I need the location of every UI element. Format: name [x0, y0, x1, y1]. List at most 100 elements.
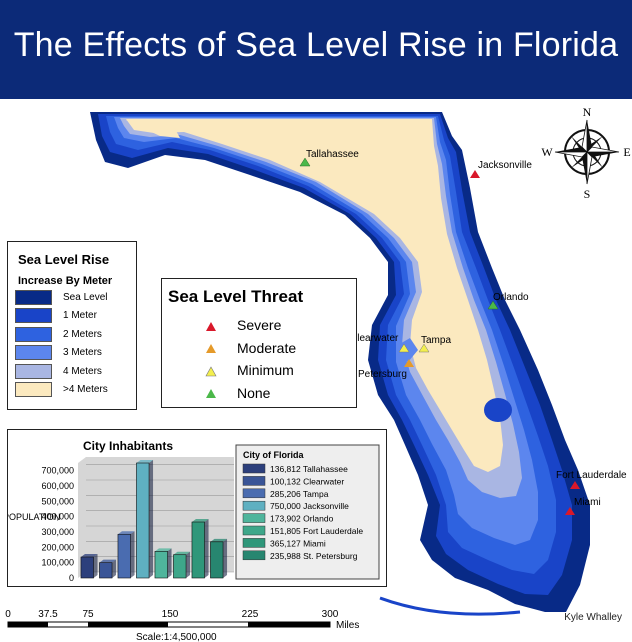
chart-bar-top — [80, 554, 98, 558]
chart-legend-swatch — [242, 476, 266, 486]
chart-ytick-label: 600,000 — [41, 481, 74, 491]
chart-bar — [191, 521, 205, 579]
chart-legend-swatch — [242, 525, 266, 536]
chart-ytick-label: 100,000 — [41, 558, 74, 568]
city-inhabitants-chart: City Inhabitants POPULATION 0 100,000 200,… — [7, 429, 387, 587]
chart-title: City Inhabitants — [83, 439, 173, 453]
chart-ytick-label: 300,000 — [41, 527, 74, 537]
scale-unit: Miles — [336, 620, 359, 631]
chart-legend-label: 235,988 St. Petersburg — [270, 551, 358, 561]
chart-ytick-label: 700,000 — [41, 466, 74, 476]
city-markers: Tallahassee Jacksonville Orlando Clearwa… — [299, 149, 627, 515]
scale-tick-5: 300 — [322, 609, 339, 620]
city-marker-jacksonville — [470, 170, 480, 178]
compass-n: N — [583, 105, 592, 119]
chart-ylabel: POPULATION — [8, 512, 60, 522]
chart-bar-side — [167, 548, 172, 578]
chart-legend-title: City of Florida — [243, 450, 304, 460]
compass-s: S — [584, 187, 591, 201]
chart-bar — [173, 554, 187, 579]
chart-legend-swatch — [242, 513, 266, 523]
chart-bar-side — [93, 554, 98, 578]
city-marker-orlando — [487, 300, 499, 310]
swatch-1-meter — [15, 308, 52, 323]
label-4-meters: 4 Meters — [63, 366, 102, 377]
chart-legend-label: 151,805 Fort Lauderdale — [270, 526, 363, 536]
label-sea-level: Sea Level — [63, 292, 108, 303]
scale-tick-3: 150 — [162, 609, 179, 620]
city-label-clearwater: Clearwater — [350, 333, 399, 344]
chart-ytick-label: 500,000 — [41, 496, 74, 506]
threat-label-minimum: Minimum — [237, 362, 294, 378]
chart-bar — [99, 562, 113, 579]
city-marker-tallahassee — [299, 157, 311, 167]
sea-level-legend-subtitle: Increase By Meter — [18, 275, 113, 287]
chart-bar-top — [210, 538, 228, 542]
scale-tick-0: 0 — [5, 609, 11, 620]
threat-label-none: None — [237, 385, 271, 401]
sea-level-legend-title: Sea Level Rise — [18, 252, 110, 267]
inhabitants-bar-chart: City Inhabitants POPULATION 0 100,000 200,… — [8, 439, 380, 583]
sea-level-legend: Sea Level Rise Increase By Meter Sea Lev… — [7, 241, 137, 410]
chart-bar — [210, 541, 224, 579]
chart-bar — [154, 551, 168, 579]
scale-tick-1: 37.5 — [38, 609, 58, 620]
label-2-meters: 2 Meters — [63, 329, 102, 340]
city-label-tampa: Tampa — [421, 335, 451, 346]
city-marker-tampa — [418, 343, 430, 353]
map-title: The Effects of Sea Level Rise in Florida — [13, 26, 619, 64]
city-label-miami: Miami — [574, 497, 601, 508]
threat-severe-icon — [206, 322, 216, 331]
swatch-2-meters — [15, 327, 52, 342]
chart-bar-side — [130, 531, 135, 578]
swatch-sea-level — [15, 290, 52, 305]
threat-moderate-icon — [206, 344, 216, 353]
title-banner: The Effects of Sea Level Rise in Florida — [0, 0, 632, 99]
city-marker-clearwater — [398, 343, 410, 353]
threat-legend: Sea Level Threat Severe Moderate Minimum… — [161, 278, 357, 408]
scale-ratio: Scale:1:4,500,000 — [136, 632, 217, 642]
city-label-fort-lauderdale: Fort Lauderdale — [556, 470, 627, 481]
map-credit: Kyle Whalley — [564, 612, 622, 623]
chart-legend-swatch — [242, 463, 266, 474]
city-label-st-petersburg: St. Petersburg — [343, 369, 407, 380]
chart-bar-side — [149, 460, 154, 578]
threat-minimum-icon — [205, 366, 217, 377]
city-marker-fort-lauderdale — [570, 481, 580, 489]
label-1-meter: 1 Meter — [63, 310, 97, 321]
chart-bar — [117, 533, 131, 579]
scale-tick-4: 225 — [242, 609, 259, 620]
chart-bar-top — [154, 548, 172, 552]
chart-bar-top — [191, 519, 209, 523]
compass-rose: N S E W — [541, 105, 630, 201]
chart-ytick-label: 0 — [69, 573, 74, 583]
land-area — [126, 119, 503, 472]
chart-legend-label: 750,000 Jacksonville — [270, 501, 349, 511]
threat-none-icon — [206, 389, 216, 398]
chart-ytick-label: 400,000 — [41, 512, 74, 522]
swatch-over-4-meters — [15, 382, 52, 397]
label-3-meters: 3 Meters — [63, 347, 102, 358]
chart-bar-top — [136, 460, 154, 463]
threat-legend-title: Sea Level Threat — [168, 287, 304, 306]
chart-bar-side — [204, 519, 209, 578]
threat-label-severe: Severe — [237, 317, 282, 333]
chart-bar — [136, 462, 150, 579]
chart-bar-top — [173, 551, 191, 555]
scale-tick-2: 75 — [82, 609, 94, 620]
scale-bar: 0 37.5 75 150 225 300 Miles Scale:1:4,50… — [5, 609, 359, 642]
label-over-4-meters: >4 Meters — [63, 384, 108, 395]
city-marker-st-petersburg — [404, 359, 414, 367]
swatch-4-meters — [15, 364, 52, 379]
swatch-3-meters — [15, 345, 52, 360]
chart-legend-label: 100,132 Clearwater — [270, 476, 344, 486]
city-label-tallahassee: Tallahassee — [306, 149, 359, 160]
city-label-jacksonville: Jacksonville — [478, 160, 532, 171]
city-marker-miami — [565, 507, 575, 515]
chart-bar — [80, 556, 94, 579]
chart-legend-swatch — [242, 550, 266, 561]
threat-label-moderate: Moderate — [237, 340, 297, 356]
chart-legend-label: 173,902 Orlando — [270, 514, 334, 524]
chart-bar-side — [112, 559, 117, 578]
